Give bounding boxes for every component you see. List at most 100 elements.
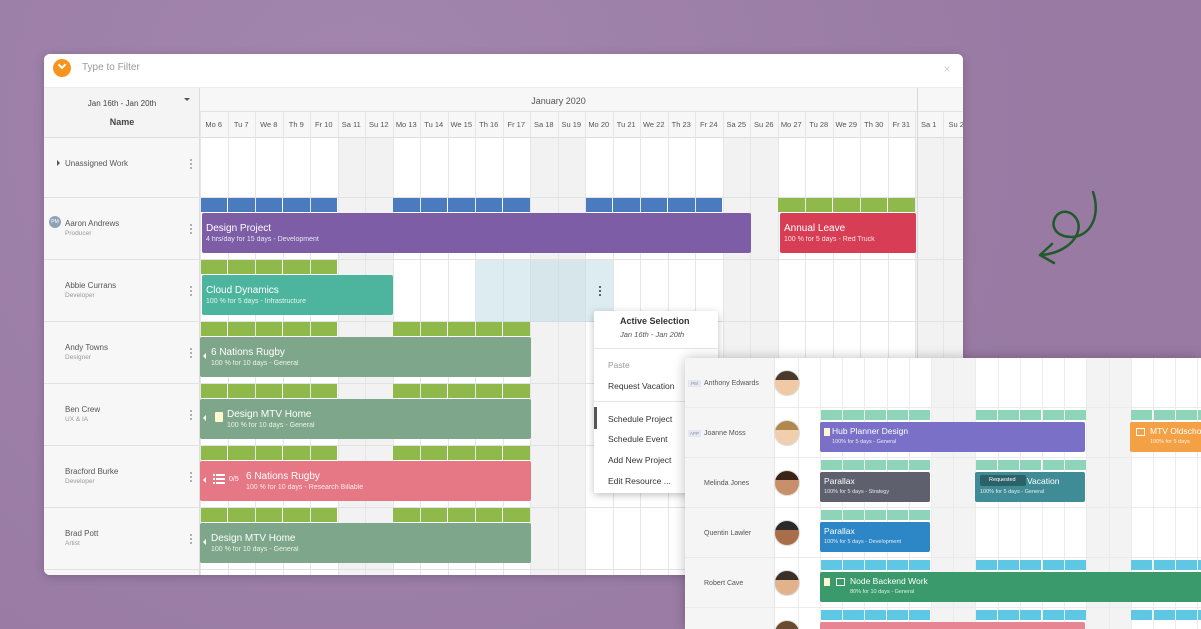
day-label: We 22 — [642, 120, 665, 129]
utilization-block — [503, 446, 530, 460]
day-label: Mo 6 — [205, 120, 223, 129]
utilization-block — [975, 560, 998, 570]
kebab-dot — [599, 290, 601, 292]
grid-line — [585, 112, 586, 575]
booking-bar[interactable] — [202, 213, 751, 253]
resource-name: Bracford Burke — [65, 467, 119, 476]
utilization-block — [887, 460, 909, 470]
day-label: Tu 14 — [424, 120, 444, 129]
day-label: We 8 — [260, 120, 278, 129]
utilization-block — [1153, 410, 1175, 420]
utilization-block — [393, 446, 420, 460]
menu-item[interactable]: Schedule Project — [608, 414, 673, 424]
avatar — [774, 520, 800, 546]
kebab-dot — [190, 290, 192, 292]
booking-bar[interactable] — [202, 275, 393, 315]
doc-icon — [824, 578, 830, 586]
day-label: Sa 25 — [726, 120, 747, 129]
booking-detail: 100% for 5 days - General — [980, 489, 1045, 495]
utilization-block — [909, 610, 931, 620]
utilization-block — [805, 198, 832, 212]
day-label: Th 23 — [671, 120, 691, 129]
row-divider — [44, 569, 963, 570]
utilization-block — [998, 410, 1020, 420]
grid-line — [1108, 358, 1110, 629]
booking-bar[interactable] — [200, 461, 531, 501]
booking-bar[interactable] — [820, 472, 930, 502]
utilization-block — [228, 260, 255, 274]
booking-title: Design MTV Home — [227, 409, 312, 420]
kebab-dot — [190, 163, 192, 165]
booking-detail: 100 % for 10 days - General — [211, 546, 299, 553]
grid-line — [1153, 358, 1154, 629]
grid-line — [953, 358, 955, 629]
utilization-block — [475, 446, 502, 460]
kebab-dot — [190, 410, 192, 412]
filter-input[interactable]: Type to Filter — [82, 62, 140, 73]
booking-bar[interactable] — [1130, 422, 1201, 452]
menu-item[interactable]: Schedule Event — [608, 434, 668, 444]
booking-bar[interactable] — [820, 522, 930, 552]
kebab-dot — [190, 418, 192, 420]
booking-bar[interactable] — [200, 399, 531, 439]
utilization-block — [1175, 610, 1197, 620]
day-label: Fr 17 — [507, 120, 525, 129]
booking-bar[interactable] — [820, 572, 1201, 602]
grid-line — [1130, 358, 1132, 629]
menu-item[interactable]: Request Vacation — [608, 381, 675, 391]
utilization-block — [200, 322, 227, 336]
menu-separator — [594, 401, 718, 402]
menu-highlight — [594, 407, 597, 429]
utilization-block — [255, 198, 282, 212]
left-panel — [44, 138, 200, 575]
booking-bar[interactable] — [820, 422, 1085, 452]
utilization-block — [448, 508, 475, 522]
utilization-block — [842, 510, 864, 520]
utilization-block — [200, 260, 227, 274]
utilization-block — [255, 446, 282, 460]
booking-bar[interactable] — [820, 622, 1085, 629]
utilization-block — [503, 508, 530, 522]
utilization-block — [888, 198, 915, 212]
utilization-block — [1042, 410, 1064, 420]
day-label: Tu 28 — [809, 120, 829, 129]
grid-line — [931, 358, 932, 629]
day-label: Su 2 — [948, 120, 963, 129]
kebab-dot — [190, 534, 192, 536]
booking-detail: 100 % for 10 days - General — [227, 422, 315, 429]
utilization-block — [820, 510, 842, 520]
kebab-dot — [599, 286, 601, 288]
utilization-block — [255, 508, 282, 522]
weekend-shade — [1108, 358, 1131, 629]
utilization-block — [228, 198, 255, 212]
role-badge: APP — [688, 430, 701, 437]
utilization-block — [310, 384, 337, 398]
utilization-block — [998, 610, 1020, 620]
booking-bar[interactable] — [200, 523, 531, 563]
close-button[interactable]: × — [943, 62, 951, 76]
utilization-block — [420, 322, 447, 336]
date-range[interactable]: Jan 16th - Jan 20th — [87, 99, 157, 108]
list-icon-dot — [213, 474, 215, 476]
bar-arrow — [203, 415, 206, 421]
utilization-block — [503, 198, 530, 212]
list-icon-line — [216, 482, 225, 484]
booking-bar[interactable] — [975, 472, 1085, 502]
resource-name: Robert Cave — [704, 580, 744, 587]
menu-item[interactable]: Edit Resource ... — [608, 476, 671, 486]
kebab-dot — [190, 356, 192, 358]
doc-icon — [824, 428, 830, 436]
booking-detail: 4 hrs/day for 15 days - Development — [206, 236, 319, 243]
row-divider — [685, 607, 1201, 608]
booking-bar[interactable] — [780, 213, 916, 253]
booking-bar[interactable] — [200, 337, 531, 377]
utilization-block — [1131, 610, 1153, 620]
left-panel — [685, 358, 775, 629]
row-divider — [44, 197, 963, 198]
kebab-dot — [190, 476, 192, 478]
utilization-block — [1064, 560, 1086, 570]
menu-item[interactable]: Add New Project — [608, 455, 672, 465]
scheduler-window: Type to Filter × Jan 16th - Jan 20th Name Ja… — [44, 54, 963, 575]
booking-title: Vacation — [1027, 476, 1060, 486]
